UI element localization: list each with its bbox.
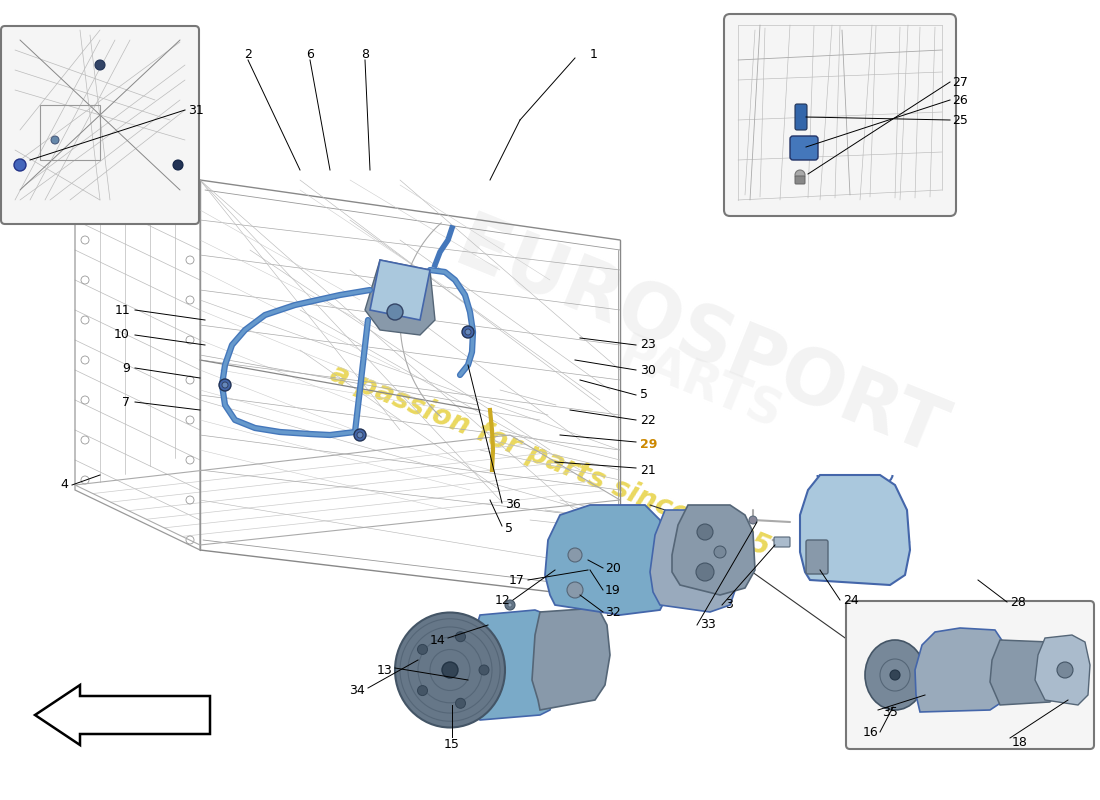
Polygon shape [650,510,738,612]
Text: 27: 27 [952,75,968,89]
FancyBboxPatch shape [795,104,807,130]
FancyBboxPatch shape [790,136,818,160]
Circle shape [387,304,403,320]
Polygon shape [544,505,670,615]
Circle shape [354,429,366,441]
FancyBboxPatch shape [806,540,828,574]
Circle shape [219,379,231,391]
Text: 7: 7 [122,395,130,409]
Text: 33: 33 [700,618,716,631]
Text: 14: 14 [429,634,446,646]
FancyBboxPatch shape [774,537,790,547]
Text: 23: 23 [640,338,656,351]
Polygon shape [990,640,1060,705]
Polygon shape [672,505,755,595]
Text: EUROSPORT: EUROSPORT [444,208,956,472]
Text: 26: 26 [952,94,968,106]
Text: a passion for parts since 1985: a passion for parts since 1985 [326,358,774,562]
Text: 16: 16 [862,726,878,738]
Ellipse shape [395,613,505,727]
Polygon shape [800,475,910,585]
Text: 1: 1 [590,49,598,62]
Circle shape [566,582,583,598]
Circle shape [795,170,805,180]
Text: 24: 24 [843,594,859,606]
FancyBboxPatch shape [1,26,199,224]
Polygon shape [915,628,1008,712]
Ellipse shape [890,670,900,680]
Circle shape [418,686,428,695]
Text: 9: 9 [122,362,130,374]
Text: 20: 20 [605,562,620,574]
Text: 11: 11 [114,303,130,317]
Text: 18: 18 [1012,735,1027,749]
Circle shape [95,60,104,70]
Circle shape [14,159,26,171]
Text: 12: 12 [494,594,510,606]
Text: 6: 6 [306,49,313,62]
Text: 34: 34 [350,683,365,697]
Text: 5: 5 [640,389,648,402]
Circle shape [696,563,714,581]
Text: 10: 10 [114,329,130,342]
Polygon shape [532,608,610,710]
Circle shape [418,645,428,654]
Circle shape [173,160,183,170]
Polygon shape [1035,635,1090,705]
Circle shape [51,136,59,144]
Circle shape [697,524,713,540]
Text: 32: 32 [605,606,620,618]
Circle shape [1057,662,1072,678]
Text: 36: 36 [505,498,520,511]
Polygon shape [468,610,558,720]
Circle shape [455,698,465,708]
Text: 13: 13 [376,663,392,677]
Circle shape [505,600,515,610]
Text: 25: 25 [952,114,968,126]
Circle shape [465,329,471,335]
FancyBboxPatch shape [846,601,1094,749]
Circle shape [455,632,465,642]
Text: 8: 8 [361,49,368,62]
Text: 35: 35 [882,706,898,718]
Text: 31: 31 [188,103,204,117]
FancyBboxPatch shape [795,176,805,184]
FancyBboxPatch shape [724,14,956,216]
Text: 19: 19 [605,583,620,597]
Circle shape [478,665,490,675]
Text: 21: 21 [640,463,656,477]
Text: 28: 28 [1010,595,1026,609]
Text: 4: 4 [60,478,68,491]
FancyArrow shape [35,685,210,745]
Circle shape [462,326,474,338]
Circle shape [714,546,726,558]
Circle shape [749,516,757,524]
Text: PARTS: PARTS [612,330,789,439]
Circle shape [222,382,228,388]
Text: 15: 15 [444,738,460,751]
Polygon shape [365,260,435,335]
Text: 17: 17 [509,574,525,586]
Circle shape [358,432,363,438]
Circle shape [568,548,582,562]
Ellipse shape [442,662,458,678]
Circle shape [508,603,512,607]
Text: 30: 30 [640,363,656,377]
Polygon shape [370,260,430,320]
Ellipse shape [865,640,925,710]
Text: 22: 22 [640,414,656,426]
Text: 29: 29 [640,438,658,451]
Text: 2: 2 [244,49,252,62]
Text: 5: 5 [505,522,513,534]
Text: 3: 3 [725,598,733,611]
